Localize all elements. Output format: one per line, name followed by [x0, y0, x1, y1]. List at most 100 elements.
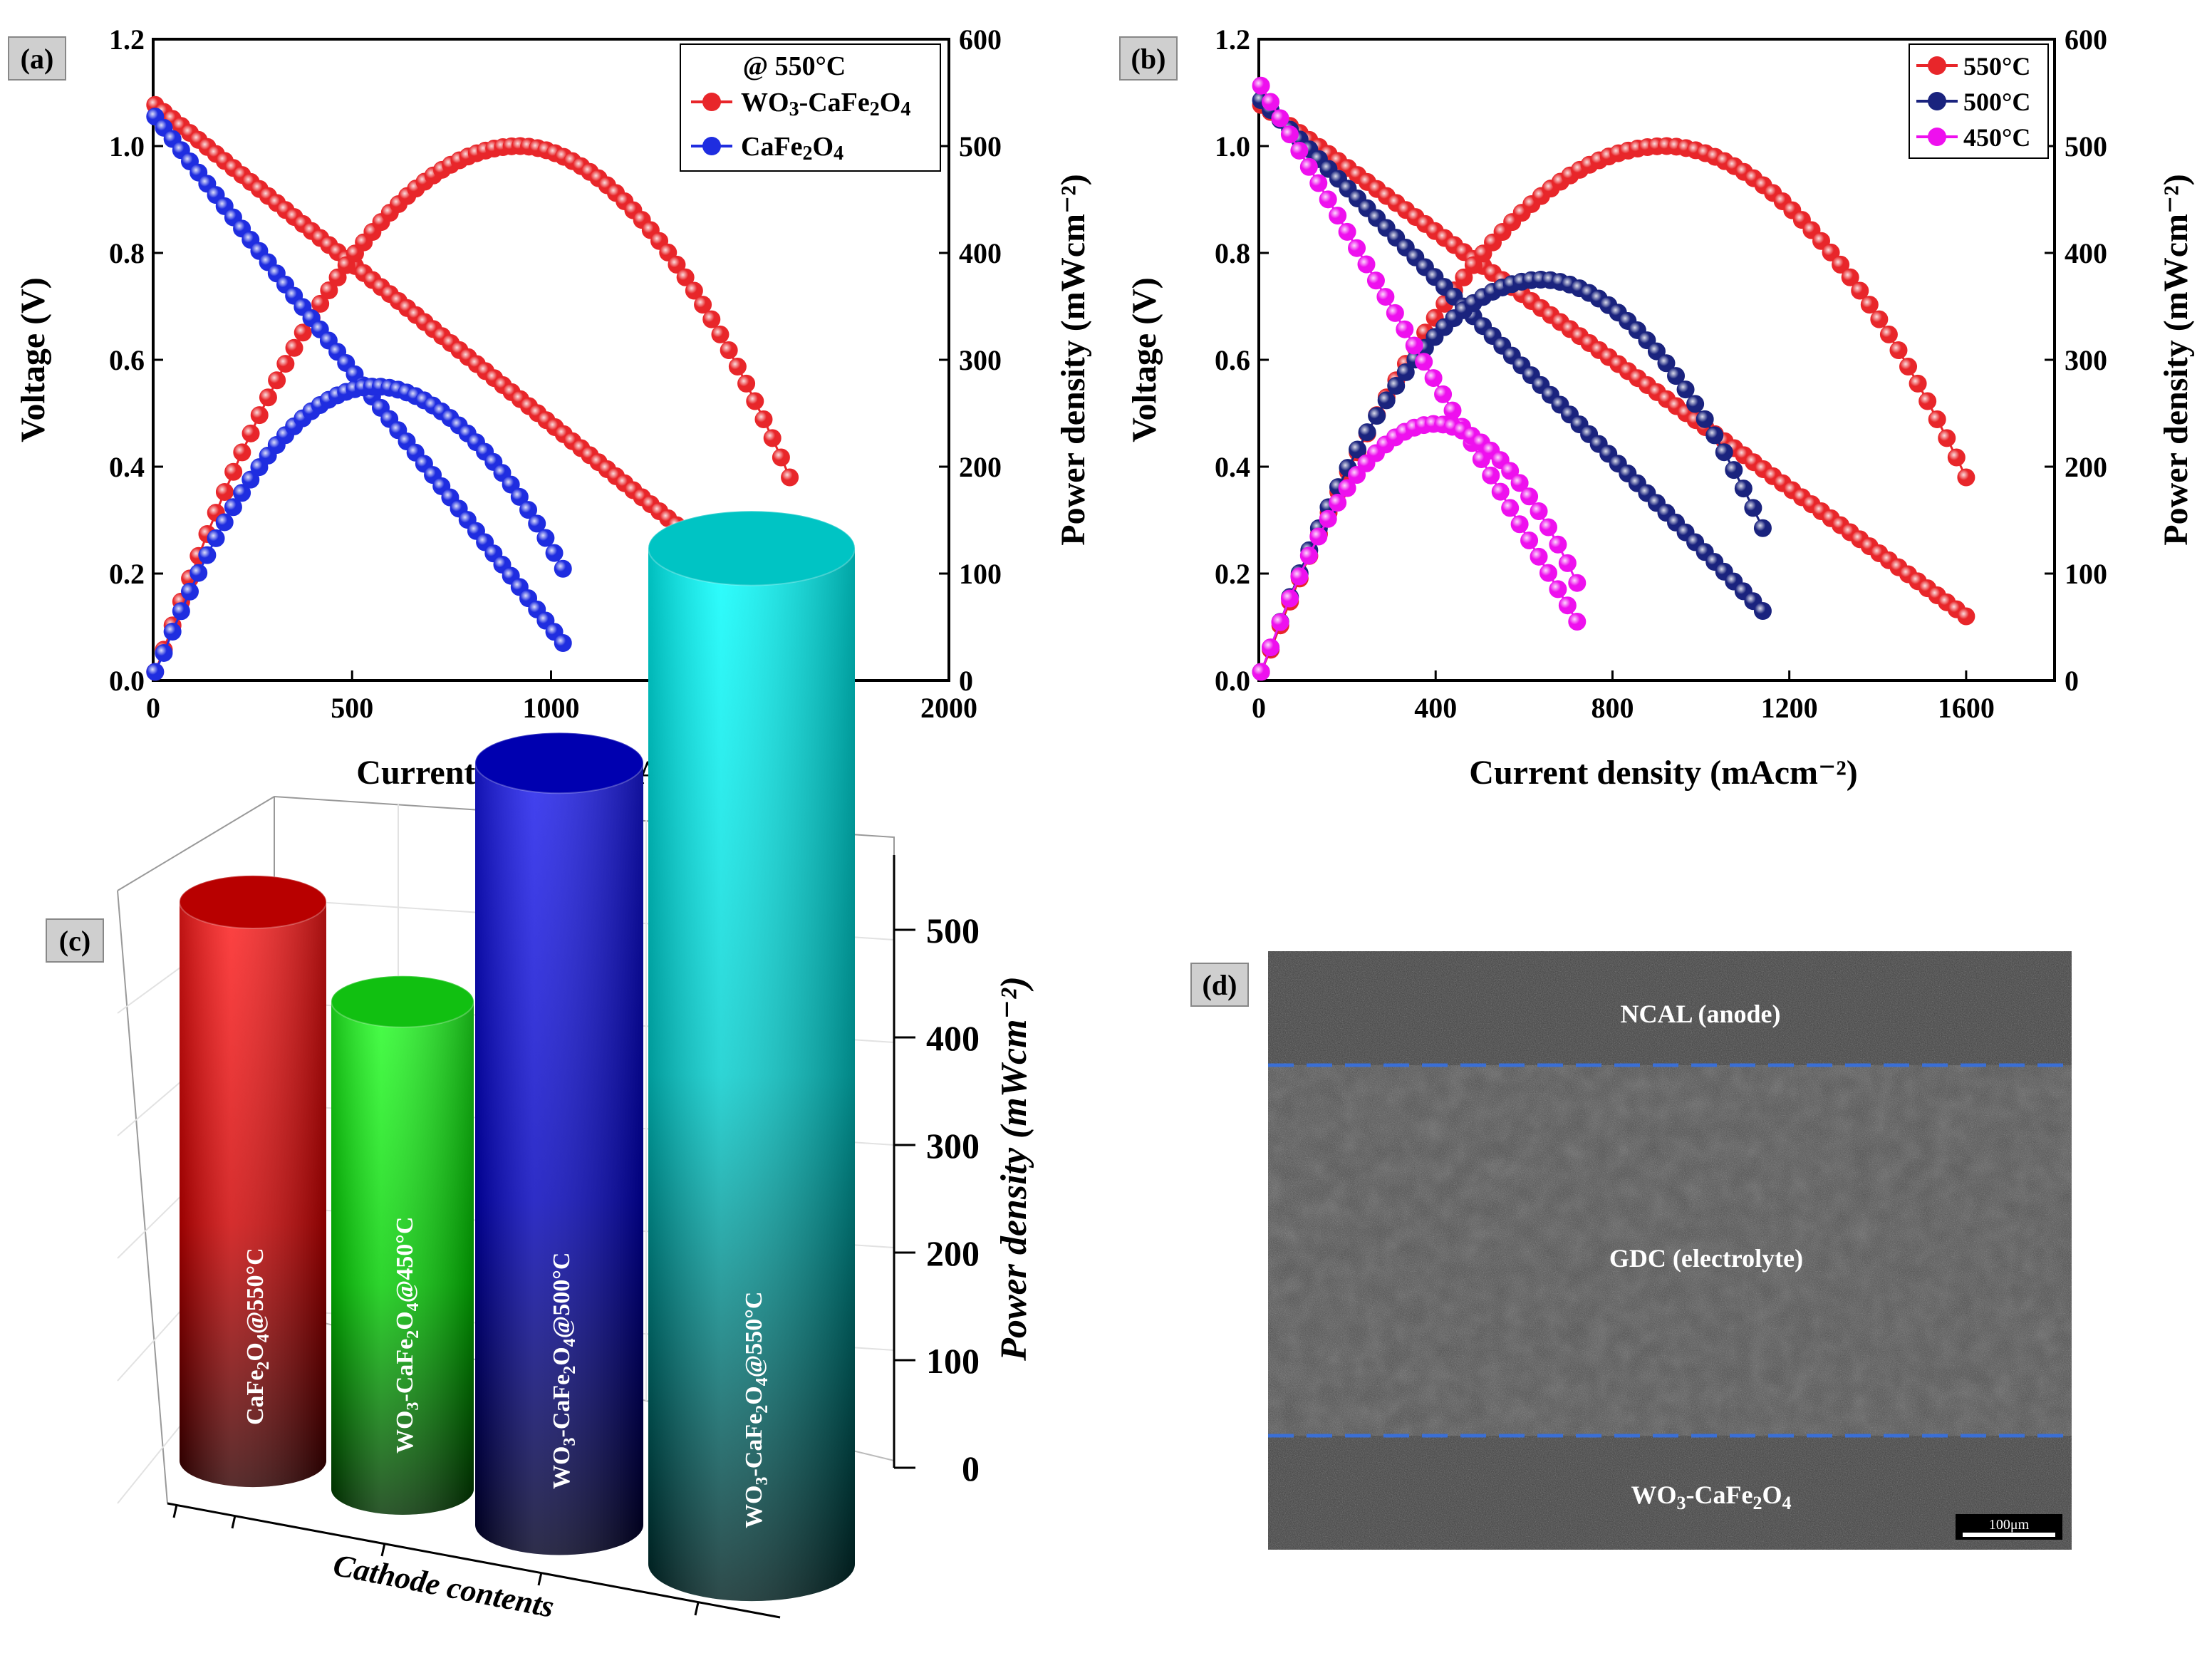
point-highlight: [746, 393, 764, 410]
point-highlight: [1822, 244, 1840, 261]
power-curve: [154, 385, 564, 673]
x-tick-label: 1600: [1938, 692, 1995, 724]
panel-b-legend: 550°C 500°C 450°C: [1909, 43, 2049, 159]
y-left-tick-label: 1.0: [109, 130, 145, 162]
point-highlight: [268, 371, 286, 389]
point-highlight: [1339, 480, 1356, 497]
point-highlight: [1520, 487, 1538, 505]
bar-top: [331, 975, 474, 1028]
y-right-tick-label: 500: [959, 130, 1002, 162]
y-left-tick-label: 1.2: [109, 24, 145, 56]
point-highlight: [1415, 353, 1433, 371]
point-highlight: [1530, 548, 1548, 566]
bar-top: [474, 732, 644, 794]
panel-b-ylabel-right: Power density (mWcm⁻²): [2157, 174, 2195, 545]
point-highlight: [1309, 175, 1327, 192]
bar-shade: [180, 901, 326, 1488]
y-left-tick-label: 0.6: [1215, 344, 1250, 376]
panel-a-legend-title: @ 550°C: [743, 51, 846, 81]
y-left-tick-label: 1.0: [1215, 130, 1250, 162]
point-highlight: [286, 339, 303, 357]
y-left-tick-label: 0.2: [109, 558, 145, 590]
point-highlight: [1539, 564, 1557, 582]
point-highlight: [1744, 499, 1762, 517]
layer-label-electrolyte: GDC (electrolyte): [1609, 1244, 1803, 1273]
legend-label: 500°C: [1963, 88, 2030, 116]
point-highlight: [1281, 590, 1299, 608]
point-highlight: [1861, 296, 1879, 314]
point-highlight: [164, 623, 182, 641]
point-highlight: [1492, 483, 1510, 501]
x-tick-label: 1200: [1761, 692, 1818, 724]
x-tick-label: 2000: [920, 692, 977, 724]
point-highlight: [1501, 499, 1519, 517]
y-left-tick-label: 0.2: [1215, 558, 1250, 590]
panel-d-label-box: (d): [1190, 963, 1249, 1007]
point-highlight: [1686, 395, 1704, 413]
point-highlight: [1348, 239, 1366, 257]
y-right-tick-label: 400: [959, 237, 1002, 269]
point-highlight: [711, 326, 729, 343]
point-highlight: [311, 295, 329, 313]
z-tick-label: 100: [926, 1341, 980, 1381]
point-highlight: [1870, 311, 1888, 328]
point-highlight: [1657, 354, 1675, 372]
point-highlight: [1368, 407, 1386, 425]
point-highlight: [764, 429, 782, 447]
point-highlight: [1397, 363, 1415, 381]
point-highlight: [1406, 336, 1423, 354]
point-highlight: [1735, 480, 1753, 497]
z-tick-label: 500: [926, 911, 980, 950]
point-highlight: [1851, 282, 1869, 300]
point-highlight: [1465, 257, 1483, 274]
panel-b-xlabel: Current density (mAcm⁻²): [1469, 754, 1857, 792]
point-highlight: [737, 375, 755, 393]
legend-item-450c: 450°C: [1916, 123, 2030, 152]
y-left-tick-label: 0.0: [1215, 665, 1250, 697]
y-right-tick-label: 100: [959, 558, 1002, 590]
panel-b-label-box: (b): [1119, 36, 1178, 81]
y-right-tick-label: 600: [2065, 24, 2107, 56]
y-right-tick-label: 100: [2065, 558, 2107, 590]
point-highlight: [677, 269, 695, 286]
x-tick-label: 500: [331, 692, 373, 724]
point-highlight: [146, 663, 164, 680]
point-highlight: [1252, 77, 1270, 95]
layer-label-anode: NCAL (anode): [1620, 1000, 1780, 1028]
z-tick-label: 0: [962, 1449, 980, 1488]
point-highlight: [329, 269, 347, 286]
panel-b-ylabel-left: Voltage (V): [1126, 277, 1163, 442]
y-right-tick-label: 200: [2065, 451, 2107, 483]
sem-micrograph: [1268, 951, 2072, 1550]
point-highlight: [207, 529, 225, 547]
point-highlight: [320, 281, 338, 299]
legend-item-550c: 550°C: [1916, 52, 2030, 81]
point-highlight: [1705, 426, 1723, 444]
layer-label-cathode: WO3-CaFe2O4: [1631, 1481, 1792, 1513]
legend-item-cafe2o4: CaFe2O4: [691, 132, 843, 165]
point-highlight: [1290, 567, 1308, 585]
point-highlight: [668, 256, 685, 274]
point-highlight: [1376, 288, 1394, 306]
point-highlight: [1367, 271, 1385, 289]
panel-c-ylabel: Power density (mWcm⁻²): [994, 976, 1034, 1362]
point-highlight: [155, 644, 172, 662]
point-highlight: [1832, 256, 1849, 274]
y-left-tick-label: 1.2: [1215, 24, 1250, 56]
point-highlight: [1455, 269, 1473, 286]
svg-text:CaFe2O4: CaFe2O4: [741, 132, 843, 165]
legend-label: 450°C: [1963, 123, 2030, 152]
point-highlight: [1520, 532, 1538, 549]
point-highlight: [1290, 142, 1308, 160]
voltage-curve: [1260, 85, 1579, 623]
point-highlight: [659, 244, 677, 261]
point-highlight: [694, 296, 712, 314]
y-right-tick-label: 300: [959, 344, 1002, 376]
x-tick-label: 800: [1591, 692, 1634, 724]
bar-top: [648, 510, 856, 586]
point-highlight: [1880, 326, 1898, 343]
point-highlight: [1549, 536, 1567, 554]
point-highlight: [685, 282, 703, 300]
point-highlight: [1329, 207, 1346, 224]
bar-label: WO3-CaFe2O4@500°C: [549, 1253, 579, 1489]
